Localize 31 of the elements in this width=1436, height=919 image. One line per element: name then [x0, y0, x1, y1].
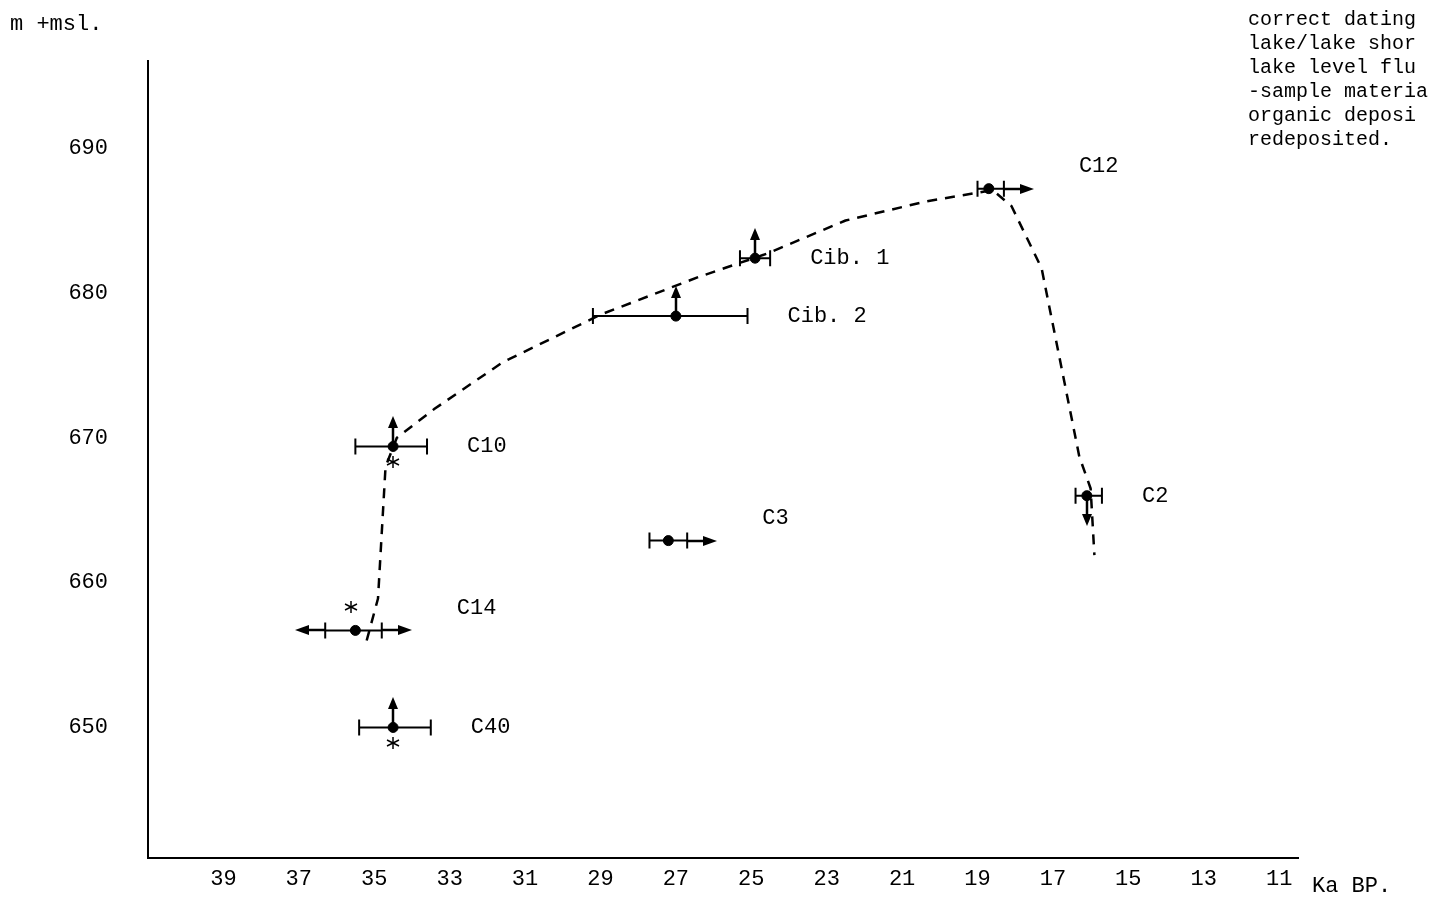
- y-tick-label: 660: [68, 570, 108, 596]
- text: C14: [456, 596, 497, 622]
- x-axis-title: Ka BP.: [1312, 873, 1392, 899]
- text: Cib. 1: [810, 246, 890, 272]
- text: Cib. 2: [787, 303, 867, 329]
- x-tick-label: 31: [511, 866, 539, 892]
- y-tick-label: 680: [68, 280, 108, 306]
- x-tick-label: 29: [587, 866, 614, 892]
- x-tick-label: 25: [738, 866, 765, 892]
- y-tick-label: 670: [68, 425, 108, 451]
- text: C40: [470, 715, 511, 741]
- x-tick-label: 39: [210, 866, 237, 892]
- y-tick-label: 650: [68, 715, 108, 741]
- y-axis-title: m +msl.: [10, 12, 103, 37]
- x-tick-label: 21: [888, 866, 916, 892]
- x-tick-label: 13: [1190, 866, 1217, 892]
- text: C3: [762, 506, 789, 532]
- annotation: correct dating lake/lake shor lake level flu -sample materia organic deposi redeposited.: [1247, 8, 1428, 152]
- x-tick-label: 33: [436, 866, 463, 892]
- x-tick-label: 27: [662, 866, 690, 892]
- x-tick-label: 35: [361, 866, 388, 892]
- x-tick-label: 15: [1115, 866, 1142, 892]
- text: C12: [1078, 154, 1119, 180]
- y-tick-label: 690: [68, 135, 108, 161]
- x-tick-label: 17: [1039, 866, 1067, 892]
- x-tick-label: 11: [1265, 866, 1293, 892]
- text: C10: [467, 434, 507, 460]
- x-tick-label: 19: [964, 866, 991, 892]
- x-tick-label: 37: [285, 866, 313, 892]
- text: C2: [1141, 483, 1169, 509]
- x-tick-label: 23: [813, 866, 840, 892]
